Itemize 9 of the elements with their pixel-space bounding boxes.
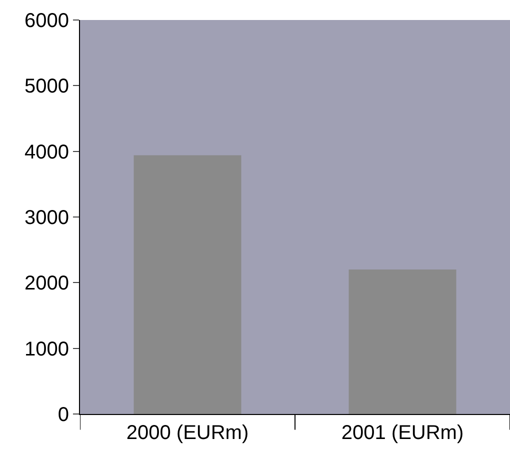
y-tick-label: 2000 [24,272,69,295]
y-tick-label: 6000 [24,10,69,32]
y-tick-label: 5000 [24,76,69,98]
y-tick-label: 0 [58,404,69,426]
x-tick-label: 2001 (EURm) [341,422,464,444]
x-tick-label: 2000 (EURm) [126,422,249,444]
y-tick-label: 1000 [24,338,69,360]
y-tick-label: 4000 [24,141,69,164]
y-tick-label: 3000 [24,207,69,229]
